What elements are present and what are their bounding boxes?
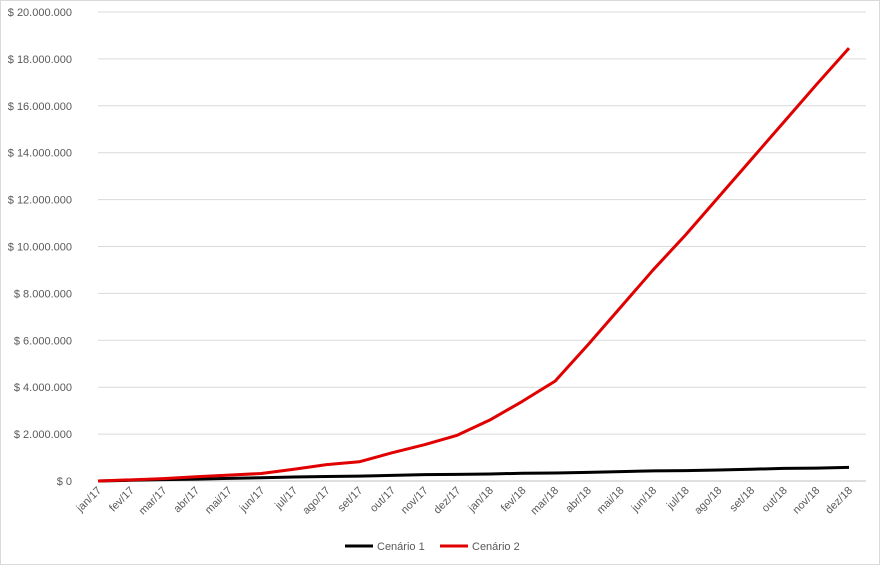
y-tick-label: $ 10.000.000 xyxy=(8,242,72,254)
legend-label: Cenário 1 xyxy=(377,541,425,553)
y-tick-label: $ 4.000.000 xyxy=(14,382,72,394)
y-tick-label: $ 14.000.000 xyxy=(8,148,72,160)
y-tick-label: $ 8.000.000 xyxy=(14,288,72,300)
series-line xyxy=(97,47,851,483)
y-tick-label: $ 6.000.000 xyxy=(14,335,72,347)
series-line xyxy=(97,465,850,483)
y-tick-label: $ 18.000.000 xyxy=(8,54,72,66)
y-tick-label: $ 2.000.000 xyxy=(14,429,72,441)
legend-label: Cenário 2 xyxy=(472,541,520,553)
y-tick-label: $ 0 xyxy=(57,476,72,488)
y-tick-label: $ 12.000.000 xyxy=(8,195,72,207)
y-tick-label: $ 16.000.000 xyxy=(8,101,72,113)
y-tick-label: $ 20.000.000 xyxy=(8,7,72,19)
